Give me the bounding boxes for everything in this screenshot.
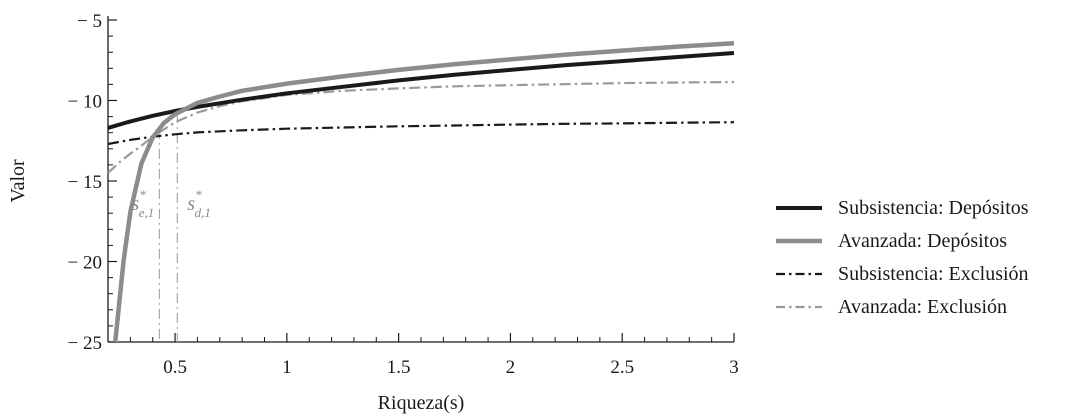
threshold-label-2: s* d,1 [187, 187, 211, 220]
y-axis-title: Valor [7, 159, 29, 203]
y-tick-label: − 10 [68, 92, 102, 113]
x-tick-label: 2.5 [610, 357, 634, 378]
series-layer [107, 41, 735, 343]
x-tick-label: 3 [729, 357, 739, 378]
x-axis-title: Riqueza(s) [378, 392, 465, 414]
x-tick-label: 0.5 [163, 357, 187, 378]
y-tick-label: − 15 [68, 172, 102, 193]
series-line-4 [107, 80, 735, 174]
y-tick-label: − 20 [68, 253, 102, 274]
legend: Subsistencia: Depósitos Avanzada: Depósit… [776, 197, 1029, 318]
legend-label-2: Avanzada: Depósitos [838, 230, 1007, 252]
threshold-lines [158, 113, 178, 342]
threshold-label-1: s* e,1 [131, 187, 154, 220]
legend-label-4: Avanzada: Exclusión [838, 296, 1007, 318]
y-tick-label: − 5 [77, 11, 102, 32]
series-line-2 [112, 41, 735, 343]
legend-label-1: Subsistencia: Depósitos [838, 197, 1029, 219]
series-line-1 [107, 51, 735, 130]
x-tick-label: 1.5 [387, 357, 411, 378]
x-tick-label: 1 [282, 357, 292, 378]
series-line-3 [107, 121, 735, 146]
x-tick-label: 2 [506, 357, 516, 378]
annotations: s* e,1 s* d,1 [131, 187, 210, 220]
y-tick-label: − 25 [68, 333, 102, 354]
legend-label-3: Subsistencia: Exclusión [838, 263, 1029, 285]
axes: − 5 − 10 − 15 − 20 − 25 0.5 1 1.5 2 2.5 3 [68, 11, 739, 378]
